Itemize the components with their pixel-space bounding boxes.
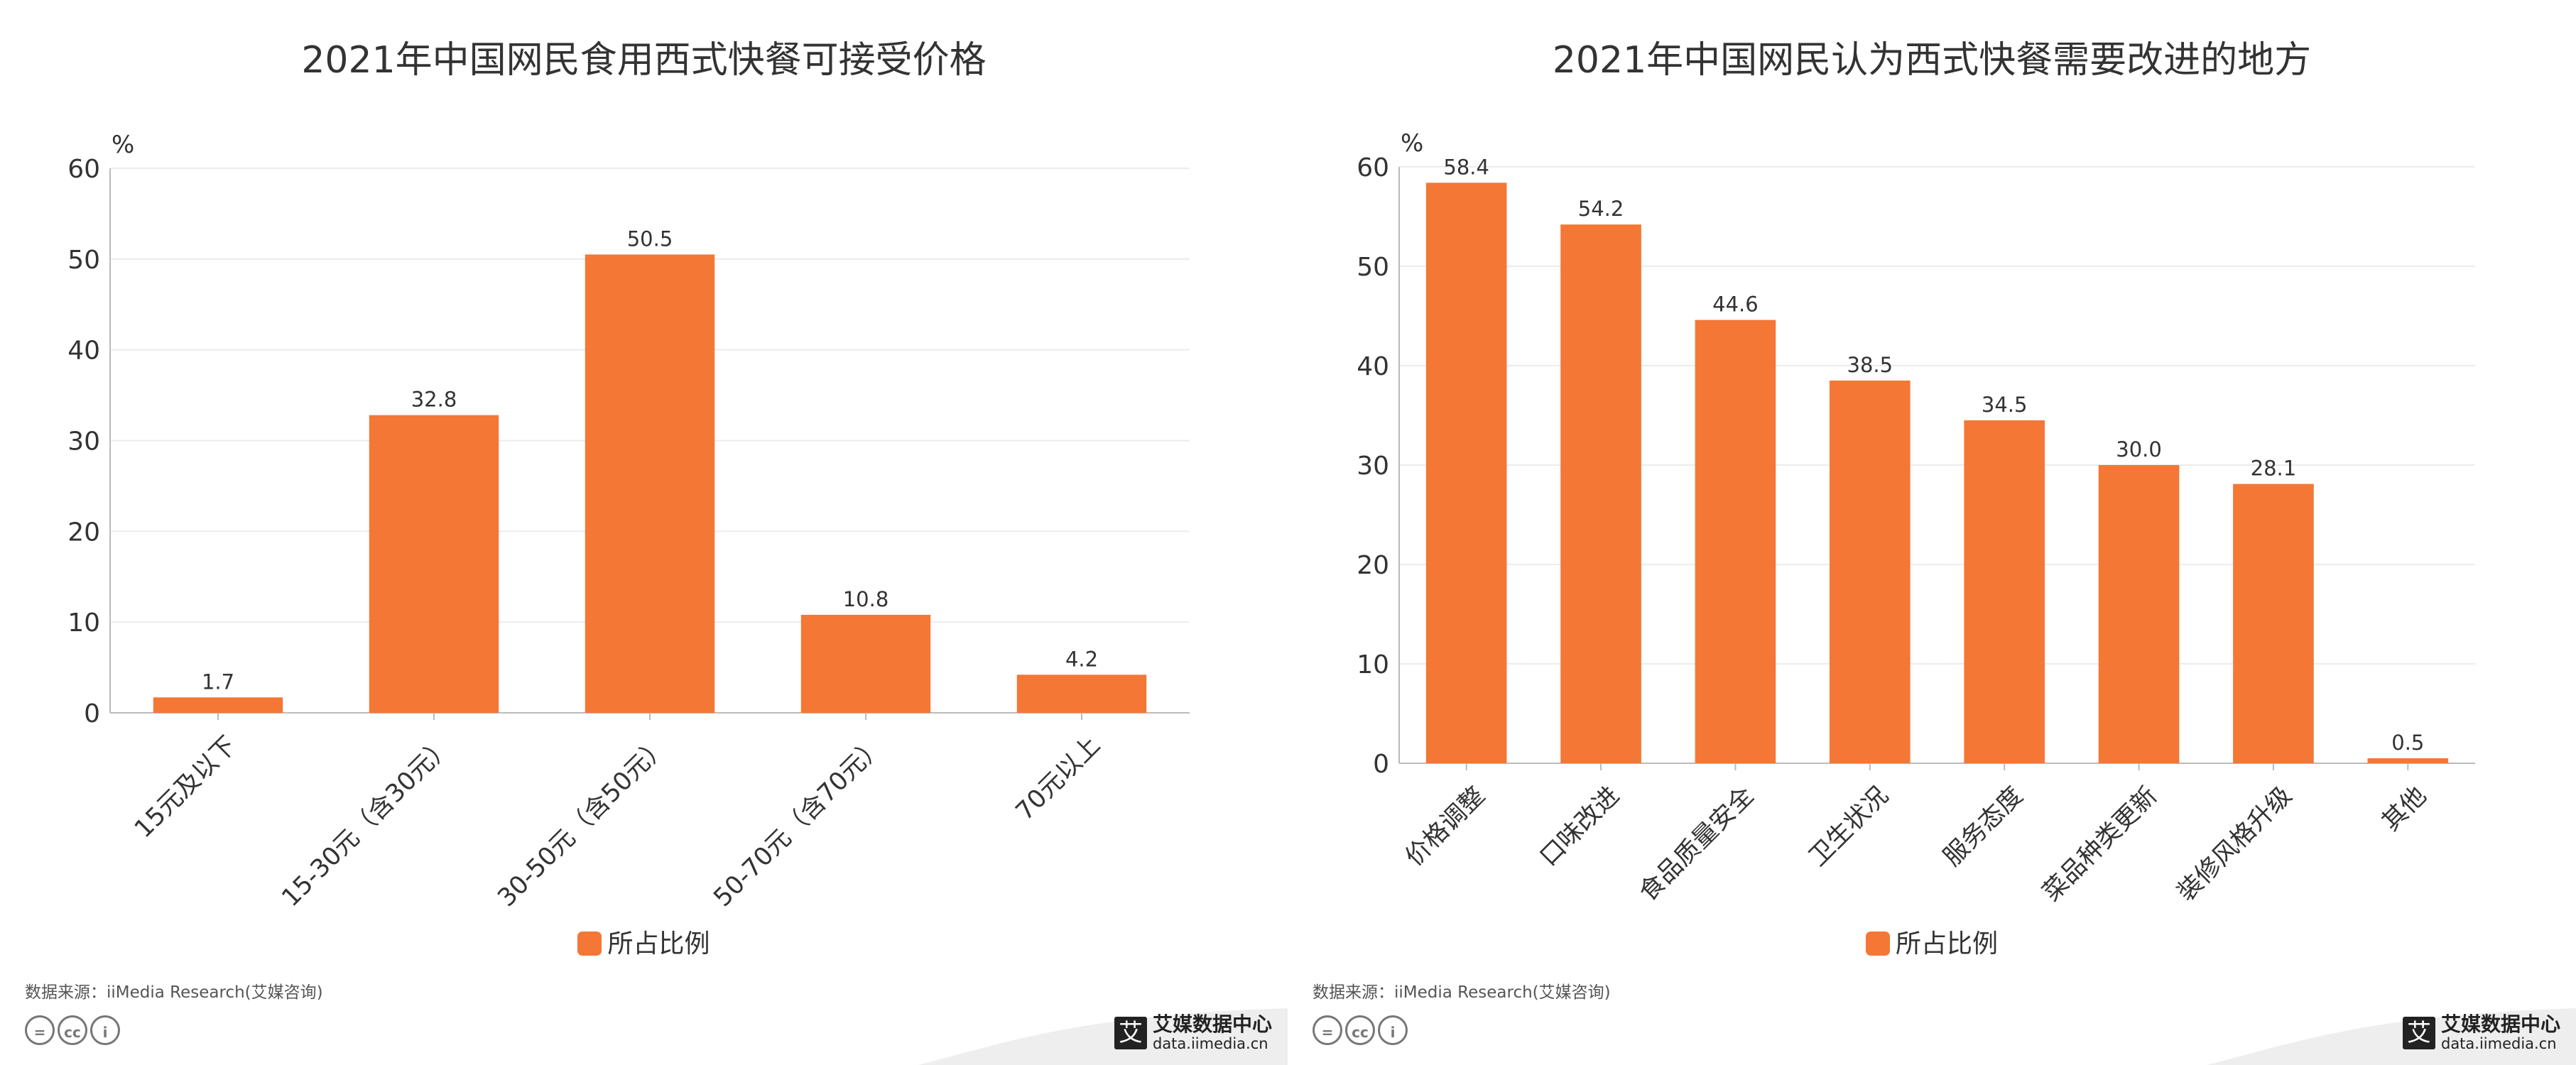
legend-label: 所占比例	[607, 929, 710, 958]
y-tick-label: 30	[67, 427, 100, 457]
license-icons: = cc i	[25, 1015, 123, 1049]
data-label: 32.8	[411, 388, 457, 412]
bar	[1695, 320, 1776, 764]
data-source: 数据来源：iiMedia Research(艾媒咨询)	[25, 983, 323, 1002]
brand-logo: 艾 艾媒数据中心 data.iimedia.cn	[2402, 1012, 2560, 1052]
x-tick-label: 口味改进	[1535, 782, 1625, 872]
equals-icon: =	[1313, 1015, 1342, 1045]
brand-logo-icon: 艾	[1114, 1017, 1147, 1049]
data-label: 54.2	[1578, 197, 1624, 221]
brand-logo-icon: 艾	[2402, 1017, 2435, 1049]
y-tick-label: 50	[1357, 253, 1389, 282]
brand-name: 艾媒数据中心	[1152, 1012, 1272, 1036]
x-tick-label: 卫生状况	[1803, 782, 1893, 872]
data-label: 38.5	[1847, 353, 1893, 377]
x-tick-label: 价格调整	[1400, 782, 1490, 872]
bar	[2367, 758, 2449, 763]
bar	[1560, 224, 1641, 763]
y-axis-label: %	[1401, 129, 1423, 158]
bar	[1016, 674, 1147, 713]
brand-name: 艾媒数据中心	[2440, 1012, 2560, 1036]
legend-label: 所占比例	[1895, 929, 1998, 958]
y-tick-label: 50	[67, 246, 100, 275]
person-icon: i	[1378, 1015, 1408, 1045]
y-tick-label: 60	[67, 155, 100, 184]
cc-icon: cc	[58, 1015, 87, 1045]
data-label: 28.1	[2251, 457, 2297, 481]
x-tick-label: 其他	[2376, 782, 2432, 837]
data-label: 58.4	[1443, 155, 1489, 179]
chart-title: 2021年中国网民食用西式快餐可接受价格	[301, 39, 987, 82]
y-tick-label: 40	[1357, 352, 1389, 381]
x-tick-label: 30-50元（含50元）	[492, 731, 673, 912]
data-label: 50.5	[627, 226, 673, 251]
x-tick-label: 菜品种类更新	[2038, 782, 2163, 907]
legend[interactable]: 所占比例	[1288, 923, 2576, 960]
x-tick-label: 服务态度	[1938, 782, 2028, 872]
bar	[2233, 484, 2314, 763]
x-tick-label: 50-70元（含70元）	[708, 731, 889, 912]
bar	[2098, 465, 2180, 763]
data-label: 30.0	[2116, 437, 2162, 462]
bar	[153, 697, 283, 713]
y-tick-label: 0	[1373, 750, 1389, 779]
x-tick-label: 装修风格升级	[2172, 782, 2298, 907]
x-tick-label: 70元以上	[1011, 731, 1106, 826]
data-label: 4.2	[1065, 647, 1098, 671]
bar	[369, 415, 499, 713]
data-source: 数据来源：iiMedia Research(艾媒咨询)	[1313, 983, 1611, 1002]
y-axis-label: %	[112, 131, 134, 159]
legend-swatch	[1865, 932, 1890, 956]
equals-icon: =	[25, 1015, 55, 1045]
y-tick-label: 20	[1357, 551, 1389, 580]
cc-icon: cc	[1345, 1015, 1375, 1045]
bar	[1425, 182, 1507, 763]
bar	[800, 614, 931, 713]
y-tick-label: 40	[67, 337, 100, 366]
y-tick-label: 10	[67, 608, 100, 638]
data-label: 34.5	[1982, 393, 2028, 417]
y-tick-label: 0	[84, 699, 100, 728]
data-label: 0.5	[2391, 731, 2424, 755]
x-tick-label: 食品质量安全	[1634, 782, 1760, 907]
legend-swatch	[577, 932, 602, 956]
brand-logo: 艾 艾媒数据中心 data.iimedia.cn	[1114, 1014, 1272, 1052]
data-label: 10.8	[843, 587, 889, 611]
bar	[585, 254, 715, 714]
chart-panel-improvement: 2021年中国网民认为西式快餐需要改进的地方 0 10 20 30 40 50 60% 58.…	[1288, 0, 2576, 1065]
data-label: 1.7	[202, 670, 234, 694]
x-tick-label: 15元及以下	[129, 731, 242, 844]
chart-title: 2021年中国网民认为西式快餐需要改进的地方	[1552, 39, 2312, 82]
footer-swoosh	[2207, 1008, 2576, 1065]
y-tick-label: 30	[1357, 452, 1389, 481]
y-tick-label: 20	[67, 518, 100, 547]
license-icons: = cc i	[1313, 1015, 1411, 1049]
x-tick-label: 15-30元（含30元）	[276, 731, 457, 912]
person-icon: i	[90, 1015, 120, 1045]
legend[interactable]: 所占比例	[0, 923, 1288, 960]
bar-chart-price: 0 10 20 30 40 50 60% 1.7 15元及以下 32.8 15-30元（含30元） 5…	[67, 131, 1190, 912]
bar-chart-improvement: 0 10 20 30 40 50 60% 58.4 价格调整 54.2 口味改进 44.6 食品质量安全…	[1357, 129, 2475, 907]
chart-panel-price: 2021年中国网民食用西式快餐可接受价格 0 10 20 30 40 50 60% 1.7 15…	[0, 39, 1288, 1065]
data-label: 44.6	[1712, 293, 1759, 317]
bar	[1830, 381, 1911, 763]
brand-url: data.iimedia.cn	[2440, 1035, 2557, 1052]
y-tick-label: 60	[1357, 153, 1389, 182]
brand-url: data.iimedia.cn	[1152, 1035, 1268, 1052]
y-tick-label: 10	[1357, 650, 1389, 679]
bar	[1964, 420, 2045, 763]
footer-swoosh	[918, 1008, 1288, 1065]
